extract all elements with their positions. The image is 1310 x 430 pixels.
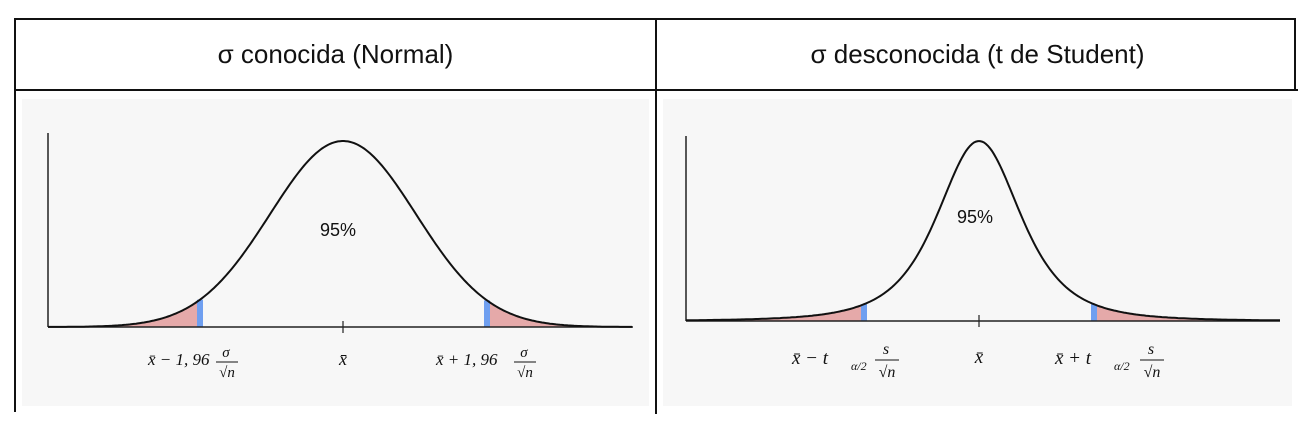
t-left-bound-formula: x̄ − t α/2 s √n — [791, 341, 899, 381]
svg-text:x̄ − 1, 96: x̄ − 1, 96 — [147, 350, 210, 369]
normal-right-tail-area — [487, 300, 633, 327]
t-plot-background — [663, 99, 1292, 406]
svg-text:√n: √n — [219, 365, 235, 381]
svg-text:x̄ − t: x̄ − t — [791, 348, 829, 369]
t-bell-curve — [686, 140, 1280, 322]
normal-distribution-panel: 95% x̄ − 1, 96 σ √n x̄ x̄ + 1, 96 σ √n — [16, 91, 657, 414]
normal-right-bound-formula: x̄ + 1, 96 σ √n — [435, 345, 536, 381]
t-right-bound-formula: x̄ + t α/2 s √n — [1054, 341, 1164, 381]
svg-text:σ: σ — [222, 345, 230, 361]
header-unknown-sigma: σ desconocida (t de Student) — [657, 20, 1298, 91]
header-known-sigma: σ conocida (Normal) — [16, 20, 657, 91]
normal-center-label: x̄ — [338, 349, 347, 369]
t-center-label: x̄ — [974, 347, 984, 368]
svg-text:x̄ + 1, 96: x̄ + 1, 96 — [435, 350, 498, 369]
t-distribution-panel: 95% x̄ − t α/2 s √n x̄ x̄ + t α/2 s √n — [657, 91, 1298, 414]
t-percent-label: 95% — [957, 207, 993, 227]
comparison-table: σ conocida (Normal) σ desconocida (t de … — [14, 18, 1298, 414]
svg-text:√n: √n — [1144, 364, 1161, 381]
svg-text:σ: σ — [520, 345, 528, 361]
normal-left-bound-formula: x̄ − 1, 96 σ √n — [147, 345, 238, 381]
svg-text:α/2: α/2 — [851, 359, 867, 373]
normal-bell-curve — [48, 140, 632, 328]
svg-text:x̄ + t: x̄ + t — [1054, 348, 1092, 369]
t-curve-plot: 95% x̄ − t α/2 s √n x̄ x̄ + t α/2 s √n — [685, 136, 1280, 381]
t-right-tail-area — [1094, 304, 1280, 321]
svg-text:√n: √n — [879, 364, 896, 381]
svg-text:s: s — [1148, 341, 1154, 358]
normal-curve-plot: 95% x̄ − 1, 96 σ √n x̄ x̄ + 1, 96 σ √n — [47, 133, 633, 381]
svg-text:s: s — [883, 341, 889, 358]
t-left-tail-area — [686, 304, 864, 321]
svg-text:√n: √n — [517, 365, 533, 381]
svg-text:α/2: α/2 — [1114, 359, 1130, 373]
normal-left-tail-area — [48, 299, 200, 327]
normal-plot-background — [22, 99, 649, 406]
normal-percent-label: 95% — [320, 220, 356, 240]
